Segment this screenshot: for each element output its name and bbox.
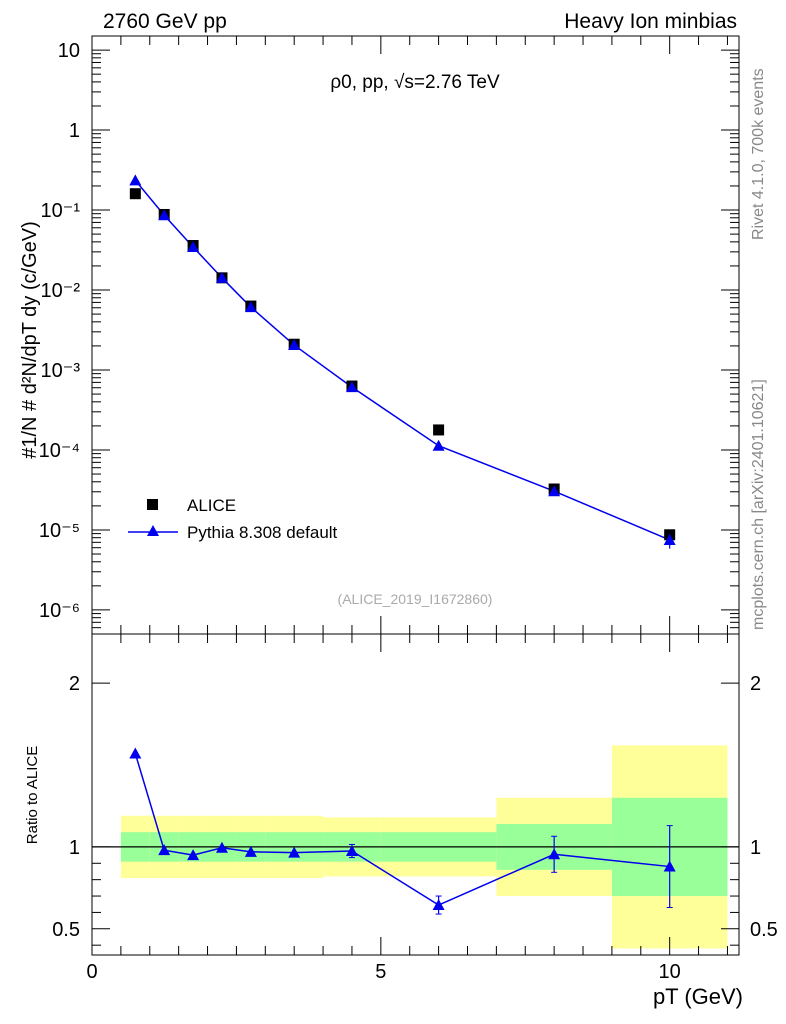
ratio-pythia [129,747,676,915]
ratio-tick-label-right: 1 [750,837,761,859]
pythia-point [244,301,257,313]
y-tick-label: 10 [58,40,80,62]
rivet-label: Rivet 4.1.0, 700k events [750,68,767,240]
ratio-tick-label-left: 1 [69,837,80,859]
alice-point [433,424,445,436]
x-axis-label: pT (GeV) [653,984,743,1009]
ratio-pythia-point [244,845,257,857]
y-tick-label: 10⁻⁵ [39,520,80,542]
ratio-tick-label-right: 0.5 [750,919,778,941]
ratio-pythia-point [215,841,228,853]
alice-point [129,188,141,200]
y-tick-label: 10⁻³ [41,360,81,382]
ratio-pythia-point [663,860,676,872]
pythia-curve [134,179,670,541]
pythia-points [129,174,676,549]
ratio-panel-frame [91,633,740,956]
ratio-pythia-point [129,747,142,759]
alice-points [129,188,676,541]
ratio-tick-labels: 0.5 0.5 1 1 2 2 [52,673,778,941]
x-tick-labels: 0 5 10 [86,961,680,983]
y-tick-label: 10⁻² [41,280,81,302]
ratio-tick-label-right: 2 [750,673,761,695]
pythia-point [432,439,445,451]
y-tick-label: 10⁻¹ [41,200,81,222]
pythia-point [548,485,561,497]
legend-alice-marker [147,499,158,510]
pythia-point [158,209,171,221]
pythia-point [187,241,200,253]
ratio-tick-label-left: 0.5 [52,919,80,941]
ratio-y-axis-label: Ratio to ALICE [24,746,41,844]
y-tick-label: 10⁻⁶ [39,600,80,622]
ratio-pythia-point [345,845,358,857]
legend-pythia-label: Pythia 8.308 default [187,523,338,542]
y-axis-label: #1/N # d²N/dpT dy (c/GeV) [19,221,41,459]
x-tick-label: 0 [86,961,97,983]
pythia-line [134,179,670,541]
y-tick-label: 1 [69,120,80,142]
ratio-pythia-point [432,899,445,911]
main-axis-ticks [91,36,739,635]
pythia-point [345,381,358,393]
ratio-pythia-point [158,844,171,856]
x-tick-label: 5 [375,961,386,983]
legend-alice-label: ALICE [187,496,236,515]
ratio-pythia-point [187,849,200,861]
y-tick-label: 10⁻⁴ [39,440,80,462]
pythia-point [129,174,142,186]
analysis-tag: (ALICE_2019_I1672860) [338,591,493,607]
pythia-point [215,271,228,283]
ratio-pythia-curve [134,753,670,906]
ratio-pythia-point [288,846,301,858]
mcplots-label: mcplots.cern.ch [arXiv:2401.10621] [750,379,767,630]
ratio-axis-ticks [91,634,739,955]
x-tick-label: 10 [659,961,681,983]
ratio-pythia-point [548,848,561,860]
chart-title: ρ0, pp, √s=2.76 TeV [330,72,500,93]
ratio-tick-label-left: 2 [69,673,80,695]
pythia-point [288,339,301,351]
header-left: 2760 GeV pp [103,10,227,33]
main-y-tick-labels: 10⁻⁶ 10⁻⁵ 10⁻⁴ 10⁻³ 10⁻² 10⁻¹ 1 10 [39,40,81,622]
legend-pythia-marker [147,525,159,536]
header-right: Heavy Ion minbias [564,10,737,33]
main-panel-frame [91,35,740,635]
